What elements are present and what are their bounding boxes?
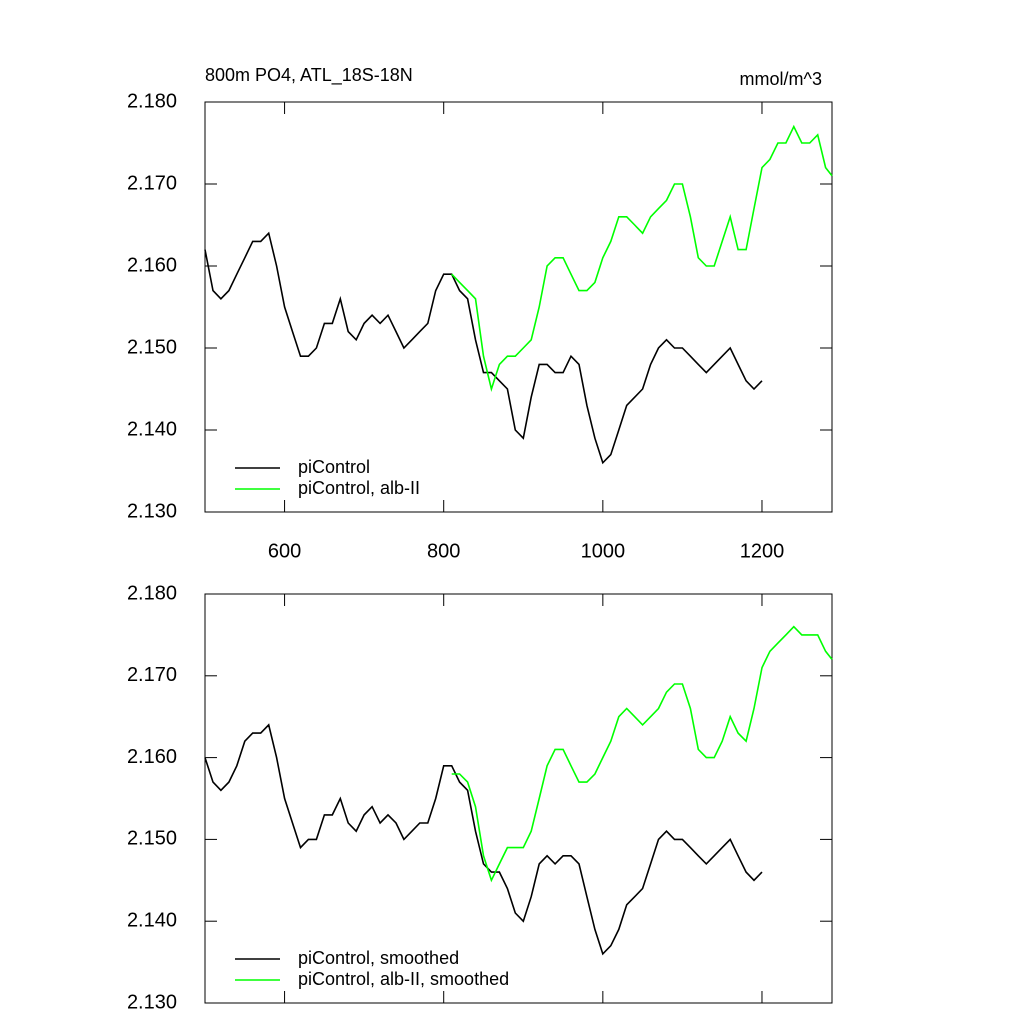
y-tick-label: 2.140 bbox=[127, 909, 177, 931]
y-tick-label: 2.130 bbox=[127, 500, 177, 522]
y-tick-label: 2.170 bbox=[127, 172, 177, 194]
x-tick-label: 1000 bbox=[581, 540, 626, 562]
x-tick-label: 800 bbox=[427, 540, 460, 562]
y-tick-label: 2.140 bbox=[127, 418, 177, 440]
y-tick-label: 2.180 bbox=[127, 582, 177, 604]
series-line bbox=[204, 231, 763, 465]
series-line bbox=[451, 625, 833, 883]
legend-label: piControl bbox=[298, 457, 370, 477]
series-line bbox=[451, 124, 833, 392]
y-tick-label: 2.130 bbox=[127, 991, 177, 1013]
chart-title: 800m PO4, ATL_18S-18N bbox=[205, 65, 413, 86]
units-label: mmol/m^3 bbox=[740, 69, 822, 89]
y-tick-label: 2.170 bbox=[127, 664, 177, 686]
y-tick-label: 2.150 bbox=[127, 828, 177, 850]
legend-label: piControl, alb-II, smoothed bbox=[298, 969, 509, 989]
series-line bbox=[204, 723, 763, 956]
legend-label: piControl, alb-II bbox=[298, 478, 420, 498]
plot-frame bbox=[204, 101, 833, 513]
x-tick-label: 600 bbox=[268, 540, 301, 562]
y-tick-label: 2.180 bbox=[127, 90, 177, 112]
y-tick-label: 2.160 bbox=[127, 746, 177, 768]
x-tick-label: 1200 bbox=[740, 540, 785, 562]
y-tick-label: 2.160 bbox=[127, 254, 177, 276]
legend-label: piControl, smoothed bbox=[298, 948, 459, 968]
plot-frame bbox=[204, 593, 833, 1004]
y-tick-label: 2.150 bbox=[127, 336, 177, 358]
